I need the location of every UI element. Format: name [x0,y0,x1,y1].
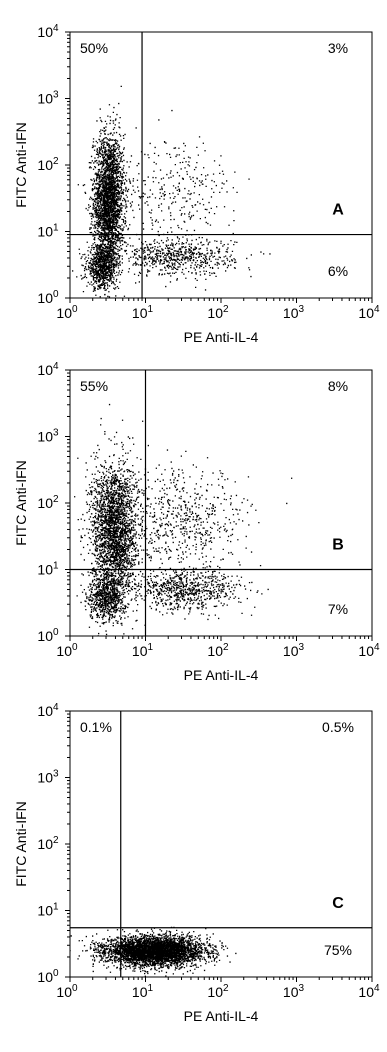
x-tick-label: 104 [358,983,380,1000]
x-tick-label: 103 [283,642,305,659]
event-dots [70,926,237,977]
x-tick-label: 103 [283,304,305,321]
y-tick-label: 100 [37,627,59,644]
y-axis-label: FITC Anti-IFN [13,122,29,208]
x-tick-label: 101 [132,304,154,321]
quadrant-upper-left-percent: 50% [80,40,108,56]
panel-label: B [332,537,344,554]
quadrant-upper-right-percent: 0.5% [322,719,354,735]
quadrant-lower-right-percent: 75% [324,942,352,958]
quadrant-lower-right-percent: 6% [328,263,348,279]
x-tick-label: 100 [56,642,78,659]
y-tick-label: 101 [37,561,59,578]
y-tick-label: 103 [37,769,59,786]
y-tick-label: 104 [37,361,59,378]
y-tick-label: 101 [37,902,59,919]
quadrant-upper-right-percent: 3% [328,40,348,56]
x-axis-label: PE Anti-IL-4 [184,1008,259,1024]
x-tick-label: 104 [358,304,380,321]
panel-label: A [332,202,344,219]
quadrant-upper-left-percent: 55% [80,378,108,394]
y-tick-label: 102 [37,494,59,511]
x-tick-label: 100 [56,983,78,1000]
y-axis-label: FITC Anti-IFN [13,801,29,887]
x-tick-label: 102 [207,304,229,321]
x-tick-label: 104 [358,642,380,659]
quadrant-upper-left-percent: 0.1% [80,719,112,735]
plot-frame [69,710,373,978]
y-tick-label: 103 [37,90,59,107]
x-tick-label: 101 [132,983,154,1000]
y-tick-label: 100 [37,968,59,985]
y-tick-label: 102 [37,156,59,173]
x-axis-label: PE Anti-IL-4 [184,667,259,683]
panel-label: C [332,895,344,912]
x-tick-label: 102 [207,642,229,659]
event-dots [74,403,293,636]
x-axis-label: PE Anti-IL-4 [184,329,259,345]
quadrant-upper-right-percent: 8% [328,378,348,394]
event-dots [72,85,271,298]
y-tick-label: 104 [37,702,59,719]
x-tick-label: 103 [283,983,305,1000]
y-tick-label: 101 [37,223,59,240]
y-tick-label: 103 [37,428,59,445]
quadrant-lower-right-percent: 7% [328,601,348,617]
y-tick-label: 100 [37,289,59,306]
x-tick-label: 102 [207,983,229,1000]
y-axis-label: FITC Anti-IFN [13,460,29,546]
y-tick-label: 102 [37,835,59,852]
x-tick-label: 101 [132,642,154,659]
y-tick-label: 104 [37,23,59,40]
x-tick-label: 100 [56,304,78,321]
